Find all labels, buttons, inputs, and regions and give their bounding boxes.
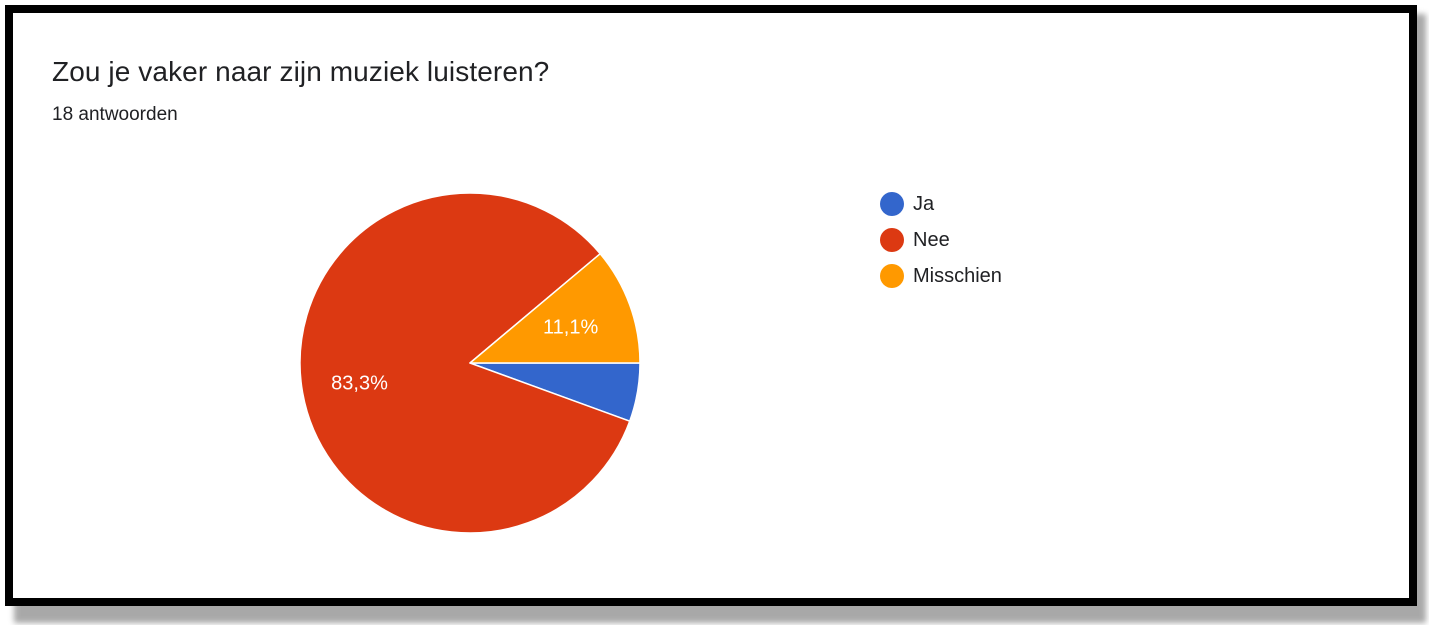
legend-item-nee[interactable]: Nee: [880, 222, 1002, 258]
legend-label-misschien: Misschien: [913, 264, 1002, 287]
pie-label-misschien: 11,1%: [543, 316, 598, 338]
pie-slice-misschien[interactable]: [469, 252, 641, 364]
chart-title: Zou je vaker naar zijn muziek luisteren?: [52, 56, 550, 87]
legend-item-ja[interactable]: Ja: [880, 186, 1002, 222]
chart-card: [5, 5, 1417, 606]
legend-swatch-ja: [880, 192, 904, 216]
legend-swatch-nee: [880, 228, 904, 252]
chart-legend: Ja Nee Misschien: [880, 186, 1002, 294]
legend-swatch-misschien: [880, 264, 904, 288]
response-count: 18 antwoorden: [52, 104, 178, 125]
legend-label-nee: Nee: [913, 228, 950, 251]
pie-slice-nee[interactable]: [299, 192, 631, 534]
pie-label-nee: 83,3%: [331, 372, 388, 394]
legend-label-ja: Ja: [913, 192, 935, 215]
legend-item-misschien[interactable]: Misschien: [880, 258, 1002, 294]
